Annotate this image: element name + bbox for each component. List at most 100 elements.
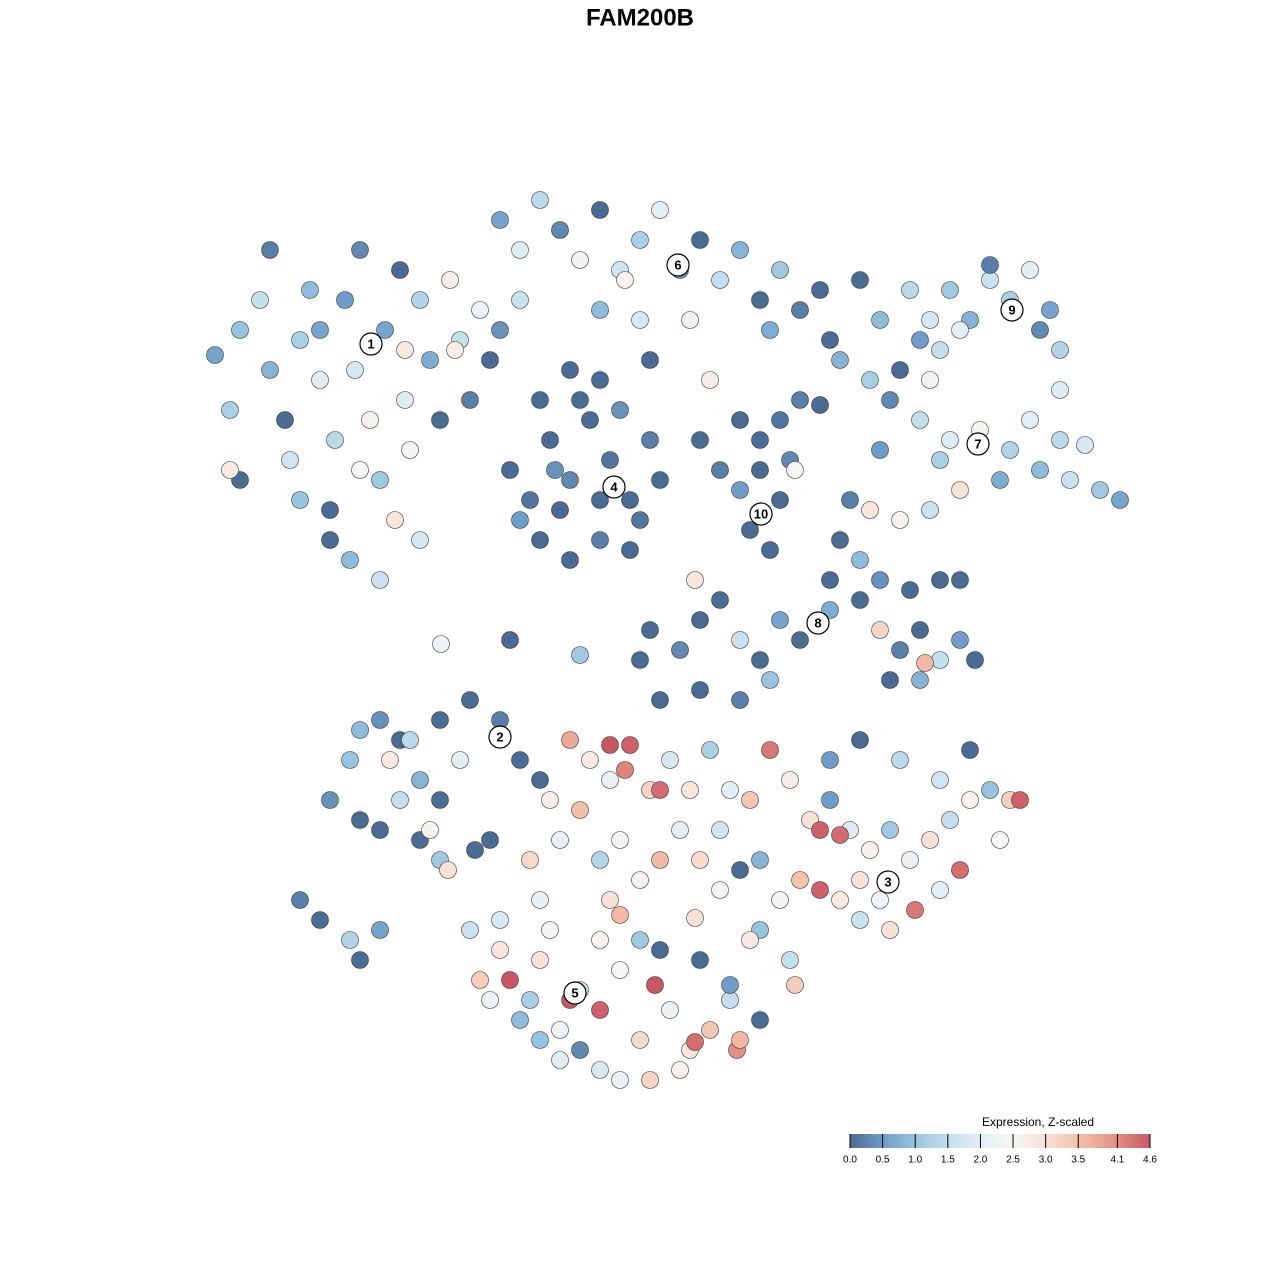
point [751, 651, 769, 669]
colorbar-tick-label: 4.6 [1143, 1155, 1157, 1166]
point [821, 751, 839, 769]
point [301, 281, 319, 299]
point [621, 491, 639, 509]
point [751, 291, 769, 309]
point [336, 291, 354, 309]
cluster-label: 9 [1008, 302, 1015, 317]
point [321, 531, 339, 549]
point [491, 911, 509, 929]
point [911, 671, 929, 689]
point [501, 631, 519, 649]
point [291, 891, 309, 909]
point [791, 631, 809, 649]
point [621, 541, 639, 559]
point [901, 581, 919, 599]
point [501, 461, 519, 479]
point [611, 831, 629, 849]
point [471, 301, 489, 319]
point [951, 481, 969, 499]
cluster-label: 6 [674, 257, 681, 272]
point [491, 941, 509, 959]
point [611, 961, 629, 979]
point [911, 411, 929, 429]
point [439, 861, 457, 879]
point [411, 291, 429, 309]
point [811, 396, 829, 414]
cluster-label: 7 [974, 436, 981, 451]
point [931, 881, 949, 899]
point [741, 931, 759, 949]
point [591, 931, 609, 949]
point [901, 851, 919, 869]
point [641, 431, 659, 449]
point [951, 321, 969, 339]
point [551, 501, 569, 519]
point [616, 271, 634, 289]
point [731, 1031, 749, 1049]
cluster-label-badge [488, 725, 512, 749]
point [891, 511, 909, 529]
colorbar-tick-label: 0.5 [876, 1155, 890, 1166]
point [1021, 411, 1039, 429]
point [1051, 341, 1069, 359]
point [871, 441, 889, 459]
point [951, 631, 969, 649]
point [881, 821, 899, 839]
point [531, 891, 549, 909]
point [446, 341, 464, 359]
point [401, 731, 419, 749]
point [811, 821, 829, 839]
point [221, 401, 239, 419]
point [591, 531, 609, 549]
point [432, 635, 450, 653]
point [731, 691, 749, 709]
point [681, 311, 699, 329]
point [511, 511, 529, 529]
point [991, 831, 1009, 849]
point [326, 431, 344, 449]
point [1001, 441, 1019, 459]
point [311, 371, 329, 389]
point [891, 361, 909, 379]
point [671, 821, 689, 839]
point [771, 411, 789, 429]
point [351, 951, 369, 969]
point [386, 511, 404, 529]
point [721, 781, 739, 799]
point [791, 871, 809, 889]
point [581, 751, 599, 769]
point [321, 791, 339, 809]
point [351, 721, 369, 739]
colorbar-tick-label: 3.0 [1039, 1155, 1053, 1166]
point [1011, 791, 1029, 809]
point [651, 471, 669, 489]
point [591, 491, 609, 509]
point [871, 891, 889, 909]
point [466, 841, 484, 859]
point [421, 351, 439, 369]
point [371, 921, 389, 939]
point [691, 611, 709, 629]
point [691, 851, 709, 869]
point [551, 831, 569, 849]
point [591, 1061, 609, 1079]
point [821, 331, 839, 349]
cluster-label: 10 [754, 506, 768, 521]
point [701, 741, 719, 759]
point [851, 731, 869, 749]
point [551, 1051, 569, 1069]
point [781, 951, 799, 969]
point [581, 411, 599, 429]
point [611, 906, 629, 924]
point [641, 621, 659, 639]
point [981, 256, 999, 274]
point [341, 751, 359, 769]
point [771, 611, 789, 629]
point [461, 921, 479, 939]
point [1061, 471, 1079, 489]
cluster-label: 2 [496, 729, 503, 744]
point [501, 971, 519, 989]
point [711, 591, 729, 609]
point [411, 531, 429, 549]
point [671, 1061, 689, 1079]
